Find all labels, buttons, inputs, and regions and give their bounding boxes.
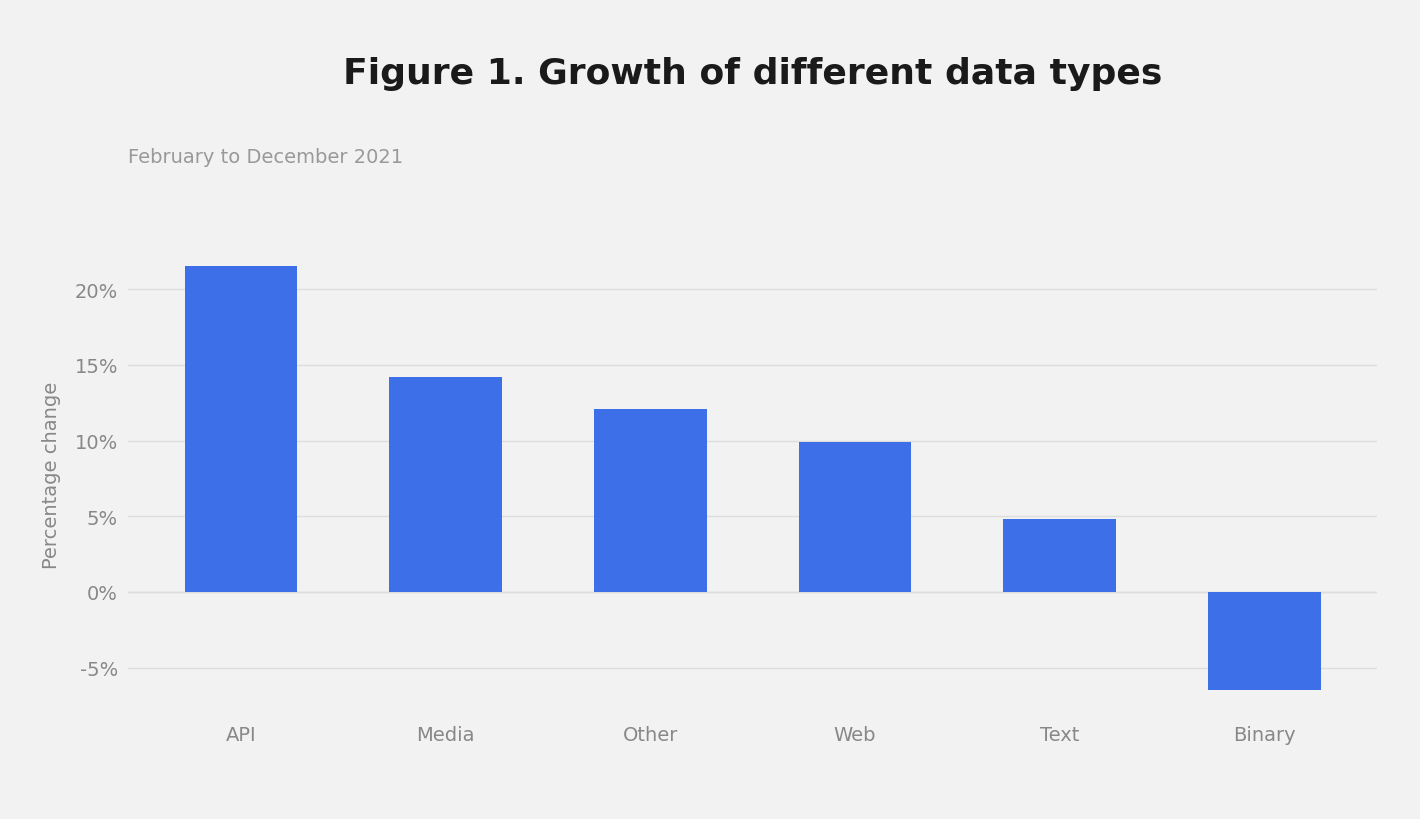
Bar	[185, 267, 297, 592]
Bar	[1004, 519, 1116, 592]
Text: February to December 2021: February to December 2021	[128, 147, 403, 166]
Bar	[594, 410, 707, 592]
Y-axis label: Percentage change: Percentage change	[41, 382, 61, 568]
Text: Figure 1. Growth of different data types: Figure 1. Growth of different data types	[342, 57, 1163, 91]
Bar	[1208, 592, 1321, 690]
Bar	[798, 442, 912, 592]
Bar	[389, 378, 501, 592]
